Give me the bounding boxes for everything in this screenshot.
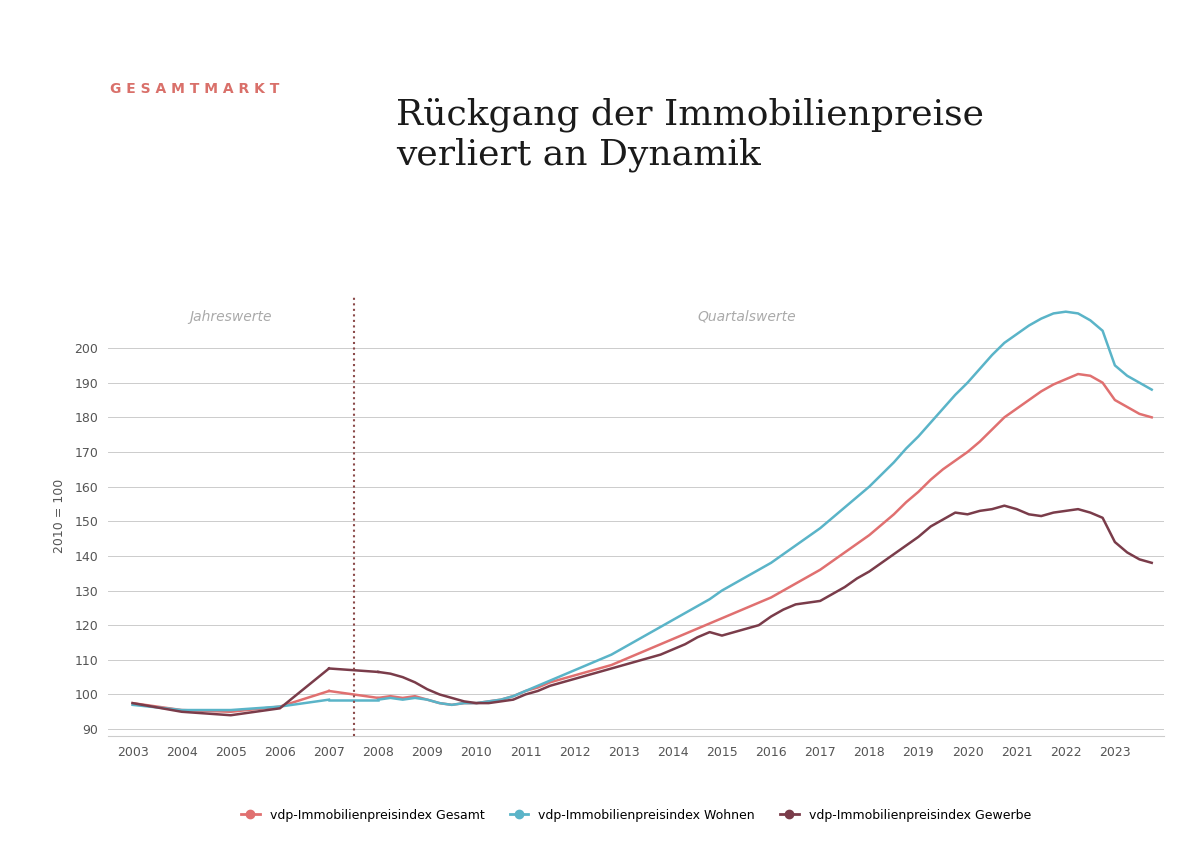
Y-axis label: 2010 = 100: 2010 = 100 [53, 479, 66, 553]
Text: G E S A M T M A R K T: G E S A M T M A R K T [110, 82, 280, 96]
Text: Rückgang der Immobilienpreise
verliert an Dynamik: Rückgang der Immobilienpreise verliert a… [396, 97, 984, 172]
Text: Jahreswerte: Jahreswerte [190, 310, 272, 324]
Legend: vdp-Immobilienpreisindex Gesamt, vdp-Immobilienpreisindex Wohnen, vdp-Immobilien: vdp-Immobilienpreisindex Gesamt, vdp-Imm… [236, 804, 1036, 827]
Text: Quartalswerte: Quartalswerte [697, 310, 796, 324]
Text: Wohn-/Gewerbeimmobilien: Wohn-/Gewerbeimmobilien [121, 258, 373, 277]
